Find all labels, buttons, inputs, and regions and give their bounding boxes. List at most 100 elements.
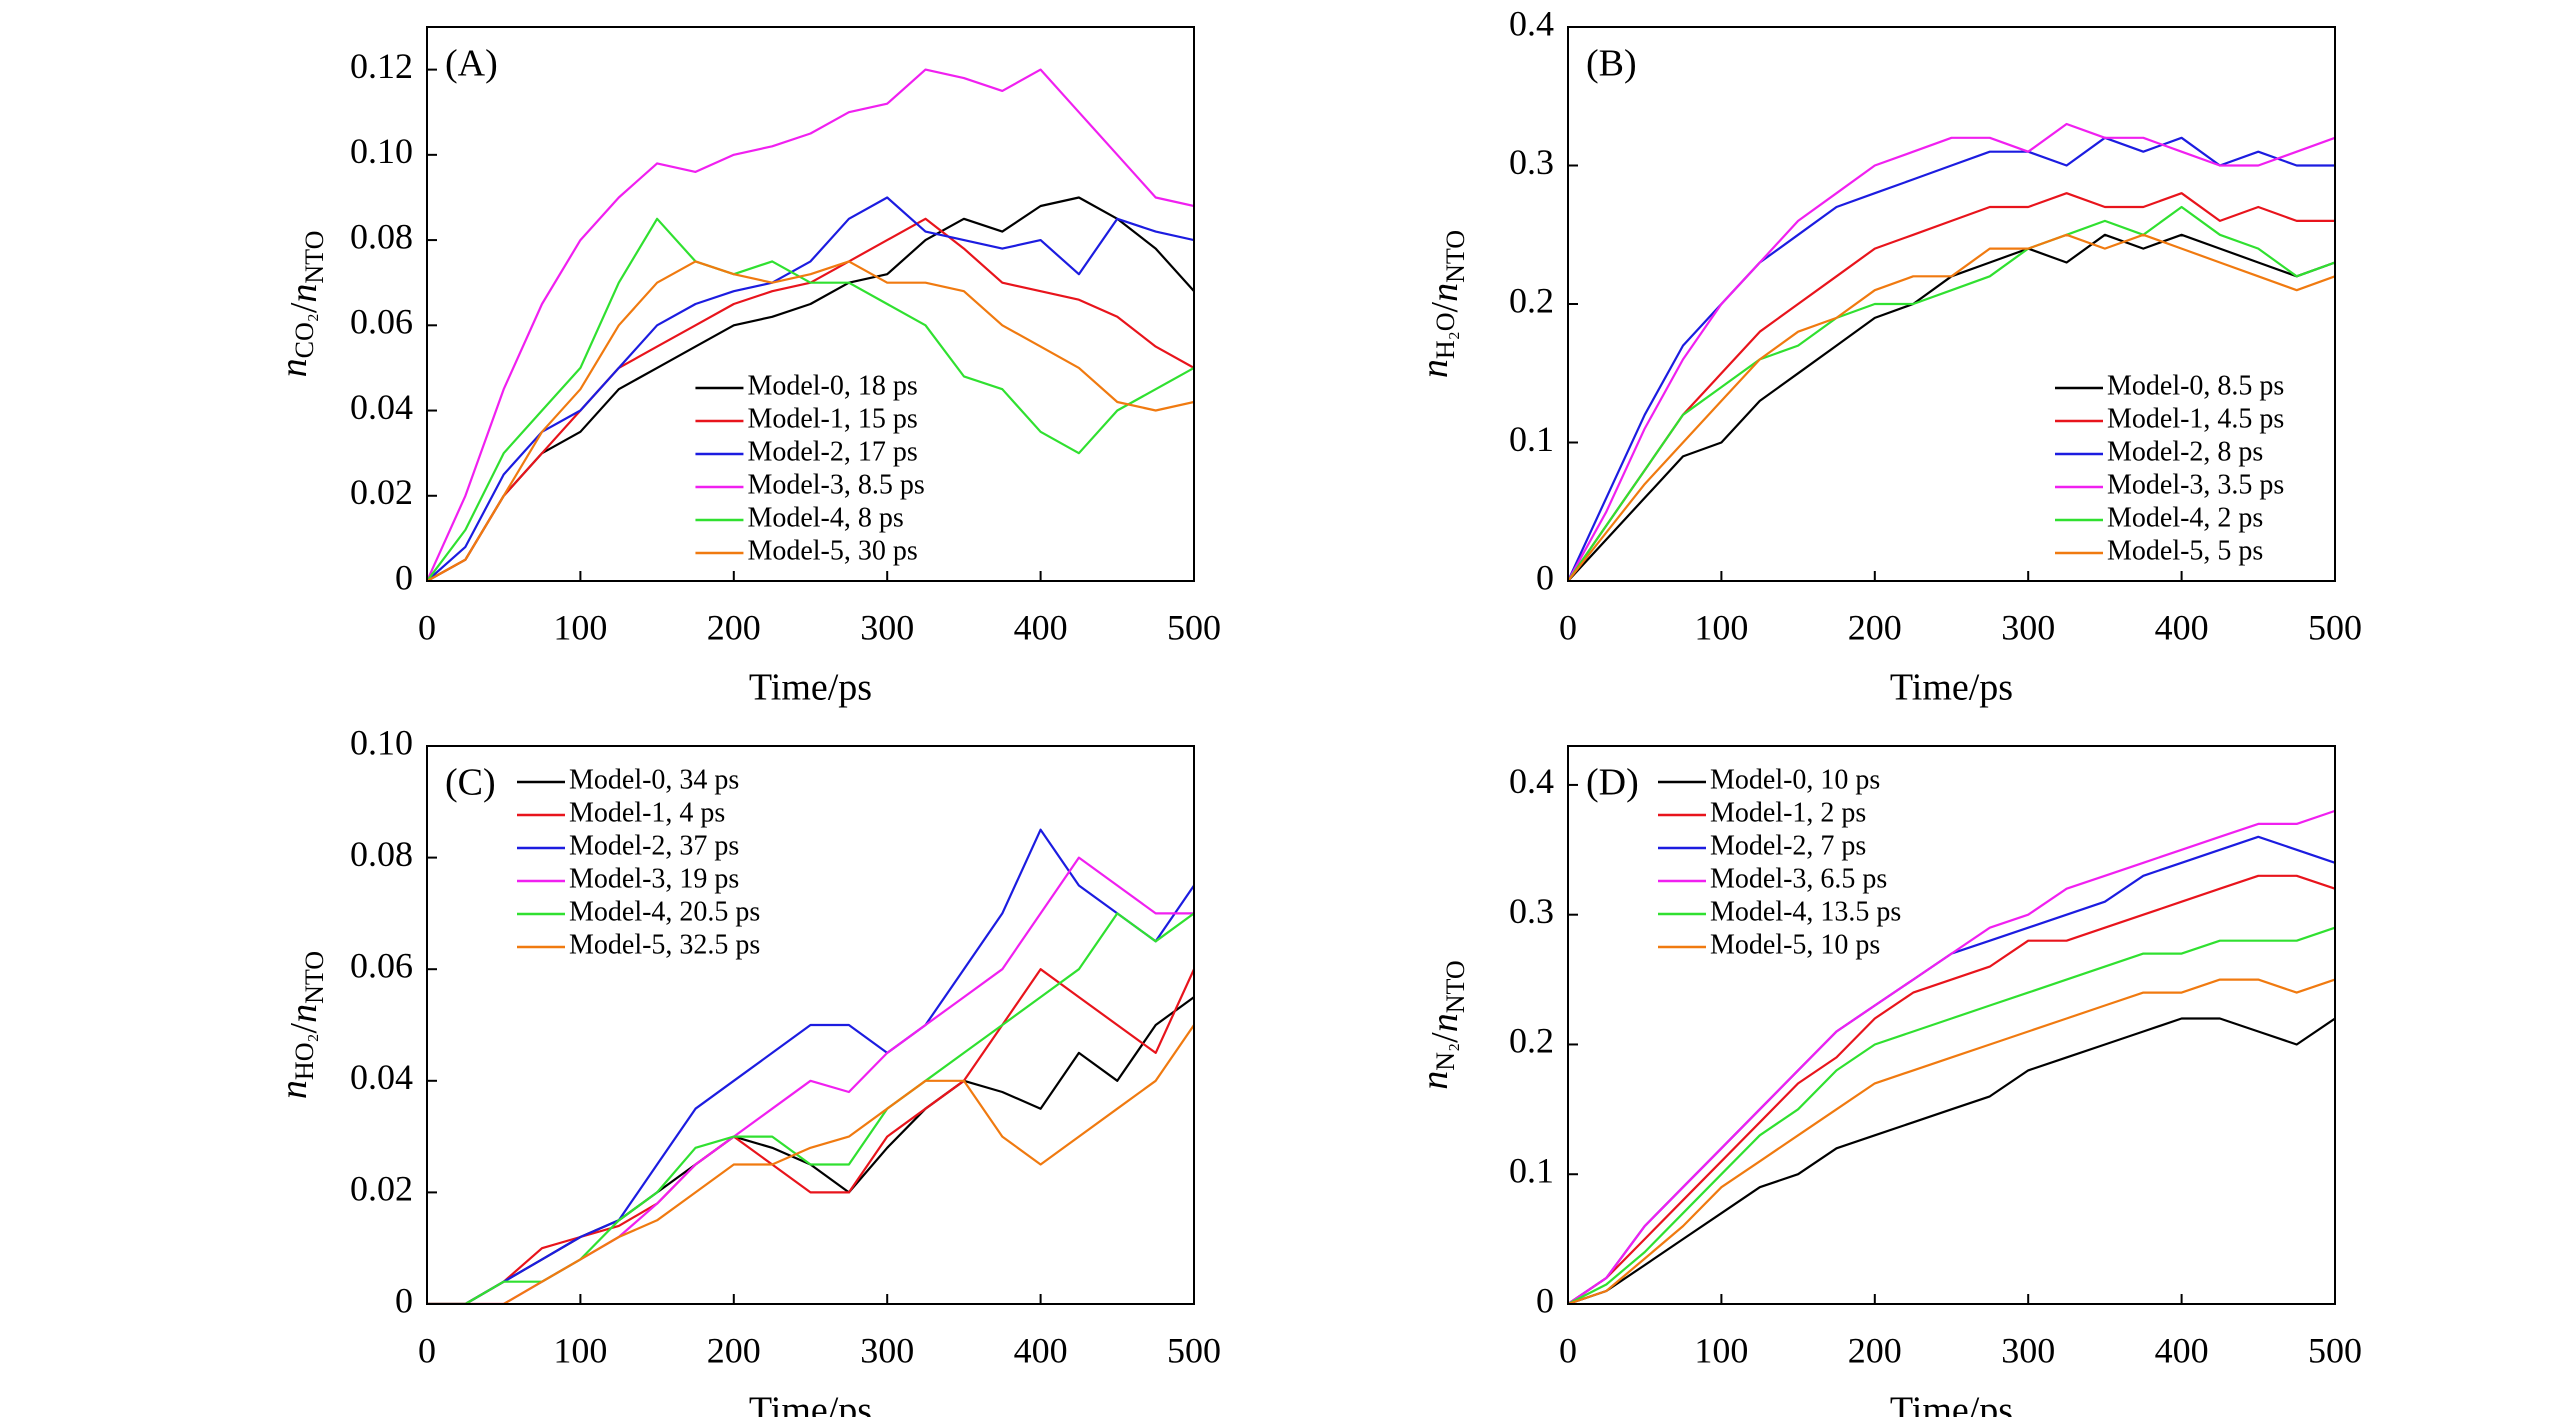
data-line [1568,835,2335,1304]
x-axis-title: Time/ps [749,1390,872,1417]
data-line [427,1024,1194,1304]
plot-frame [1567,745,2336,1305]
x-tick-label: 100 [1694,1330,1748,1370]
data-line [1568,978,2335,1304]
y-tick-label: 0.08 [350,216,413,256]
plot-frame [426,745,1195,1305]
y-tick-label: 0.12 [350,46,413,86]
y-axis-title: nCO₂/nNTO [273,231,329,378]
y-axis-title-sep: / [1424,301,1466,312]
legend-label: Model-2, 37 ps [569,830,739,861]
data-line [427,996,1194,1304]
data-line [1568,874,2335,1304]
data-line [427,856,1194,1304]
y-axis-title: nH₂O/nNTO [1414,230,1470,378]
data-line [1568,136,2335,581]
y-tick-label: 0.2 [1509,280,1554,320]
y-tick-label: 0.4 [1509,3,1554,43]
data-line [427,828,1194,1304]
data-line [427,196,1194,581]
y-axis-title-var: n [1424,283,1466,302]
data-line [427,196,1194,581]
y-axis-title-var: n [273,1080,315,1099]
panel-label: (D) [1586,762,1639,804]
x-tick-label: 100 [553,1330,607,1370]
legend-label: Model-3, 3.5 ps [2107,469,2284,500]
data-line [1568,233,2335,581]
x-tick-label: 300 [2001,1330,2055,1370]
y-tick-label: 0 [395,1280,413,1320]
x-axis-title: Time/ps [749,667,872,709]
x-tick-label: 200 [707,607,761,647]
y-tick-label: 0.4 [1509,761,1554,801]
x-tick-label: 0 [418,1330,436,1370]
y-axis-title-sub: N₂ [1431,1043,1460,1071]
y-axis-title-var: n [283,284,325,303]
y-axis-title-sep: / [283,1022,325,1033]
y-tick-label: 0.02 [350,1169,413,1209]
y-tick-label: 0.10 [350,131,413,171]
y-tick-label: 0 [1536,557,1554,597]
legend-label: Model-3, 19 ps [569,863,739,894]
y-axis-title-sep: / [1424,1032,1466,1043]
y-tick-label: 0.06 [350,302,413,342]
x-tick-label: 300 [2001,607,2055,647]
y-tick-label: 0.04 [350,1057,413,1097]
data-line [1568,809,2335,1304]
legend-label: Model-0, 18 ps [747,370,917,401]
legend-label: Model-0, 10 ps [1710,764,1880,795]
x-tick-label: 400 [2155,607,2209,647]
legend-label: Model-5, 32.5 ps [569,929,760,960]
data-line [427,912,1194,1304]
x-tick-label: 400 [1014,607,1068,647]
y-tick-label: 0.02 [350,472,413,512]
y-axis-title-sep: / [283,302,325,313]
legend-label: Model-4, 2 ps [2107,502,2263,533]
legend-label: Model-4, 13.5 ps [1710,896,1901,927]
legend-label: Model-2, 8 ps [2107,436,2263,467]
legend-label: Model-0, 8.5 ps [2107,370,2284,401]
data-line [1568,192,2335,581]
x-tick-label: 0 [1559,607,1577,647]
legend-label: Model-3, 6.5 ps [1710,863,1887,894]
y-axis-title-var: n [283,1004,325,1023]
y-axis-title-var: n [273,358,315,377]
x-tick-label: 500 [1167,607,1221,647]
y-tick-label: 0.1 [1509,419,1554,459]
y-tick-label: 0 [1536,1280,1554,1320]
x-tick-label: 500 [1167,1330,1221,1370]
data-line [1568,122,2335,581]
x-tick-label: 300 [860,1330,914,1370]
legend-label: Model-4, 20.5 ps [569,896,760,927]
x-tick-label: 500 [2308,607,2362,647]
x-tick-label: 100 [553,607,607,647]
y-axis-title-sub: HO₂ [290,1033,319,1080]
x-axis-title: Time/ps [1890,1390,2013,1417]
legend-label: Model-5, 10 ps [1710,929,1880,960]
data-line [1568,205,2335,581]
data-line [427,217,1194,581]
x-tick-label: 200 [707,1330,761,1370]
y-axis-title-sub: NTO [300,951,329,1004]
data-line [1568,926,2335,1304]
y-tick-label: 0.08 [350,834,413,874]
plot-frame [426,26,1195,582]
y-axis-title-var: n [1414,359,1456,378]
y-tick-label: 0.3 [1509,891,1554,931]
x-tick-label: 500 [2308,1330,2362,1370]
x-tick-label: 0 [1559,1330,1577,1370]
y-tick-label: 0.2 [1509,1021,1554,1061]
x-tick-label: 400 [2155,1330,2209,1370]
legend-label: Model-5, 5 ps [2107,535,2263,566]
y-axis-title: nN₂/nNTO [1414,960,1470,1089]
y-tick-label: 0.1 [1509,1150,1554,1190]
y-axis-title-sub: CO₂ [290,313,319,358]
x-tick-label: 200 [1848,607,1902,647]
legend-label: Model-1, 4 ps [569,797,725,828]
legend-label: Model-5, 30 ps [747,535,917,566]
x-tick-label: 300 [860,607,914,647]
y-axis-title-sub: NTO [1441,960,1470,1013]
data-line [427,968,1194,1304]
